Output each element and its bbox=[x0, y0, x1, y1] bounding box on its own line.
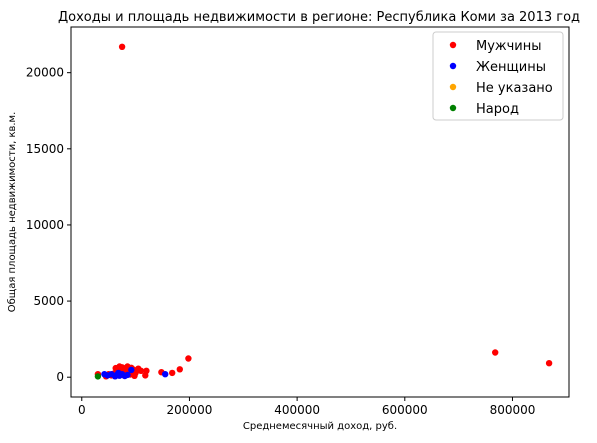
legend-label: Народ bbox=[476, 102, 519, 117]
scatter-point bbox=[118, 43, 126, 50]
y-tick-label: 10000 bbox=[26, 218, 64, 232]
y-tick-label: 20000 bbox=[26, 66, 64, 80]
x-tick-label: 0 bbox=[78, 403, 86, 417]
legend: Мужчины Женщины Не указано Народ bbox=[432, 31, 564, 121]
y-tick-label: 0 bbox=[56, 370, 64, 384]
scatter-point bbox=[94, 373, 102, 380]
scatter-point bbox=[162, 371, 169, 378]
x-axis-ticks: 0 200000 400000 600000 800000 bbox=[78, 397, 535, 417]
x-tick-label: 600000 bbox=[382, 403, 428, 417]
x-tick-label: 800000 bbox=[490, 403, 536, 417]
scatter-point bbox=[492, 349, 499, 356]
x-tick-label: 200000 bbox=[167, 403, 213, 417]
x-tick-label: 400000 bbox=[274, 403, 320, 417]
plot-marks bbox=[94, 43, 553, 380]
legend-label: Мужчины bbox=[476, 39, 542, 54]
y-axis-label: Общая площадь недвижимости, кв.м. bbox=[7, 112, 18, 313]
legend-marker bbox=[449, 83, 457, 91]
chart-title: Доходы и площадь недвижимости в регионе:… bbox=[58, 10, 580, 25]
legend-label: Женщины bbox=[476, 60, 546, 75]
scatter-point bbox=[176, 366, 183, 373]
legend-marker bbox=[449, 41, 457, 49]
y-axis-ticks: 0 5000 10000 15000 20000 bbox=[26, 66, 71, 384]
scatter-point bbox=[112, 364, 119, 372]
scatter-point bbox=[142, 372, 149, 379]
legend-marker bbox=[449, 104, 457, 112]
x-axis-label: Среднемесячный доход, руб. bbox=[243, 421, 397, 432]
scatter-point bbox=[545, 360, 553, 367]
y-tick-label: 5000 bbox=[33, 294, 64, 308]
legend-label: Не указано bbox=[476, 81, 553, 96]
legend-frame bbox=[432, 31, 564, 121]
scatter-point bbox=[128, 366, 135, 374]
legend-marker bbox=[449, 62, 457, 70]
plot-frame bbox=[70, 26, 570, 398]
scatter-point bbox=[169, 369, 176, 377]
scatter-point bbox=[185, 355, 192, 362]
scatter-point bbox=[101, 371, 108, 378]
y-tick-label: 15000 bbox=[26, 142, 64, 156]
